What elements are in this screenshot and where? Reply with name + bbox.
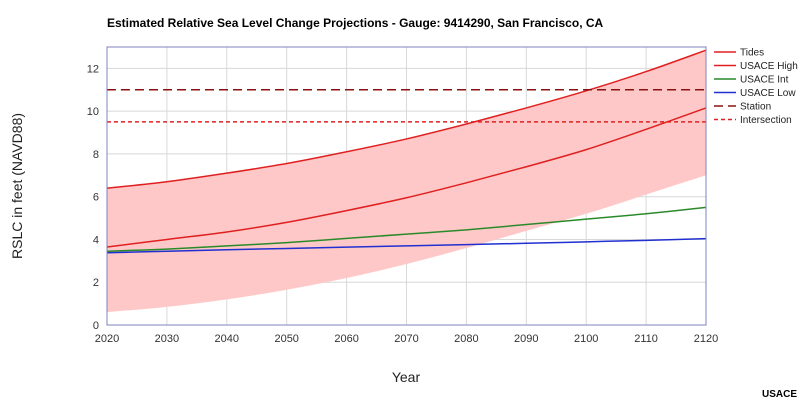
y-axis-ticks: 0 2 4 6 8 10 12	[87, 63, 99, 332]
series-line-usace-high	[106, 107, 707, 248]
credit-label: USACE	[762, 389, 797, 400]
legend-label-usace-high: USACE High	[740, 61, 798, 72]
plot-border	[106, 46, 707, 326]
y-axis-label: RSLC in feet (NAVD88)	[9, 113, 25, 259]
x-tick-label: 2040	[215, 333, 239, 345]
x-axis-ticks: 2020 2030 2040 2050 2060 2070 2080 2090 2100 2110…	[95, 333, 718, 345]
x-tick-label: 2030	[155, 333, 179, 345]
y-tick-label: 12	[87, 63, 99, 75]
tides-band-upper-line	[106, 49, 707, 189]
x-tick-label: 2020	[95, 333, 119, 345]
legend-label-intersection: Intersection	[740, 115, 792, 126]
x-tick-label: 2100	[574, 333, 598, 345]
legend-label-tides: Tides	[740, 48, 764, 59]
x-axis-label: Year	[392, 369, 421, 385]
series-line-usace-int	[106, 206, 707, 252]
chart-title: Estimated Relative Sea Level Change Proj…	[107, 16, 604, 30]
y-tick-label: 2	[93, 277, 99, 289]
x-tick-label: 2080	[454, 333, 478, 345]
legend-label-station: Station	[740, 102, 771, 113]
tides-band-area	[107, 50, 706, 313]
y-tick-label: 6	[93, 192, 99, 204]
legend-label-usace-int: USACE Int	[740, 75, 789, 86]
legend: Tides USACE High USACE Int USACE Low Station…	[714, 48, 798, 126]
x-tick-label: 2090	[514, 333, 538, 345]
y-tick-label: 8	[93, 149, 99, 161]
series-line-usace-low	[106, 237, 707, 254]
tides-band	[106, 49, 707, 313]
y-tick-label: 0	[93, 320, 99, 332]
y-tick-label: 4	[93, 234, 99, 246]
x-tick-label: 2070	[394, 333, 418, 345]
x-tick-label: 2060	[334, 333, 358, 345]
x-tick-label: 2120	[694, 333, 718, 345]
legend-label-usace-low: USACE Low	[740, 88, 796, 99]
series-lines	[106, 89, 707, 254]
y-tick-label: 10	[87, 106, 99, 118]
x-tick-label: 2110	[634, 333, 658, 345]
x-tick-label: 2050	[274, 333, 298, 345]
